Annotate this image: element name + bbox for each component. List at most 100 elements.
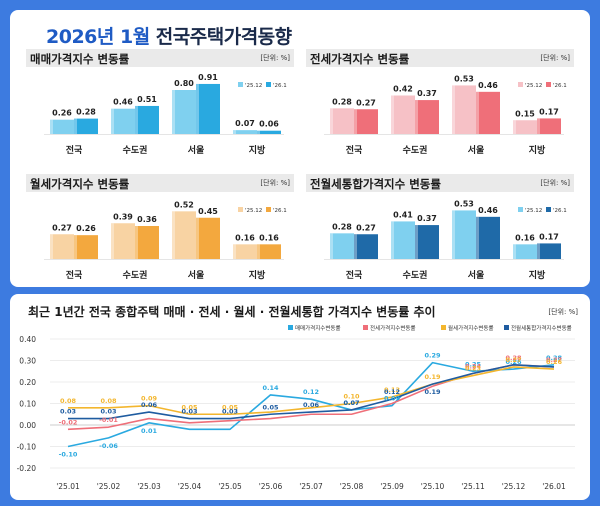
bar-value-label: 0.91 xyxy=(198,73,218,82)
x-tick-label: '25.06 xyxy=(259,482,283,491)
bar-value-label: 0.27 xyxy=(52,223,72,232)
bar xyxy=(537,243,561,259)
bar xyxy=(50,119,74,134)
legend-swatch xyxy=(546,207,551,212)
bar-highlight xyxy=(257,244,260,259)
category-label: 전국 xyxy=(346,144,363,156)
legend-label: 전월세통합가격지수변동률 xyxy=(511,324,572,332)
bar-highlight xyxy=(330,233,333,259)
bar xyxy=(74,118,98,134)
y-tick-label: -0.20 xyxy=(17,464,37,473)
legend-label: 매매가격지수변동률 xyxy=(295,324,341,332)
jeonse-price-bar-chart: '25.12 '26.1 0.28 0.27 전국 0.42 0.37 수도권 0.53 0.46… xyxy=(324,74,567,156)
y-tick-label: 0.30 xyxy=(19,357,36,366)
data-label: 0.19 xyxy=(424,373,441,381)
bar xyxy=(354,109,378,134)
legend-label: 월세가격지수변동률 xyxy=(448,324,494,332)
data-label: 0.27 xyxy=(505,356,521,364)
bar xyxy=(172,90,196,134)
data-label: 0.03 xyxy=(60,408,76,416)
title-text: 전국주택가격동향 xyxy=(149,26,292,48)
bar-value-label: 0.28 xyxy=(332,222,352,231)
y-tick-label: 0.40 xyxy=(19,335,36,344)
data-label: 0.03 xyxy=(100,408,116,416)
data-label: 0.12 xyxy=(384,388,400,396)
data-label: -0.02 xyxy=(59,418,78,426)
bar-value-label: 0.26 xyxy=(52,109,72,118)
panel-title: 월세가격지수 변동률 xyxy=(30,177,130,191)
panel-title: 매매가격지수 변동률 xyxy=(30,52,130,66)
x-tick-label: '25.11 xyxy=(461,482,485,491)
data-label: -0.06 xyxy=(99,442,118,450)
x-tick-label: '25.01 xyxy=(56,482,80,491)
bar xyxy=(111,223,135,259)
legend-label: '25.12 xyxy=(525,208,542,214)
bar xyxy=(74,235,98,259)
monthly-rent-panel: 월세가격지수 변동률 [단위: %] '25.12 '26.1 0.27 0.26 전국… xyxy=(26,174,294,282)
legend-swatch xyxy=(441,325,446,330)
legend-swatch xyxy=(266,82,271,87)
bar-value-label: 0.39 xyxy=(113,212,133,221)
y-tick-label: 0.20 xyxy=(19,378,36,387)
bar-value-label: 0.46 xyxy=(478,206,498,215)
data-label: 0.05 xyxy=(222,403,239,411)
data-label: 0.05 xyxy=(181,403,198,411)
bar-highlight xyxy=(172,90,175,134)
bar xyxy=(196,83,220,134)
x-tick-label: '25.09 xyxy=(380,482,404,491)
y-tick-label: 0.00 xyxy=(19,421,36,430)
x-tick-label: '25.10 xyxy=(421,482,445,491)
bar xyxy=(233,130,257,134)
bar-value-label: 0.16 xyxy=(235,233,255,242)
data-label: 0.07 xyxy=(343,399,359,407)
data-label: 0.27 xyxy=(546,356,562,364)
category-label: 전국 xyxy=(346,269,363,281)
legend-swatch xyxy=(288,325,293,330)
bar xyxy=(537,118,561,134)
data-label: 0.23 xyxy=(465,365,481,373)
bar-value-label: 0.51 xyxy=(137,95,157,104)
bar xyxy=(196,217,220,259)
bar-highlight xyxy=(391,95,394,134)
bar xyxy=(513,244,537,259)
bar xyxy=(354,234,378,259)
data-label: 0.06 xyxy=(141,401,158,409)
bar-value-label: 0.80 xyxy=(174,79,194,88)
combined-rent-panel: 전월세통합가격지수 변동률 [단위: %] '25.12 '26.1 0.28 0.2… xyxy=(306,174,574,282)
data-label: 0.19 xyxy=(424,388,441,396)
bar-value-label: 0.27 xyxy=(356,223,376,232)
category-label: 수도권 xyxy=(123,144,148,156)
bar-value-label: 0.27 xyxy=(356,98,376,107)
bar-value-label: 0.16 xyxy=(515,233,535,242)
bar xyxy=(391,221,415,259)
bar-highlight xyxy=(537,118,540,134)
bar xyxy=(111,108,135,134)
bar-highlight xyxy=(257,130,260,134)
legend-swatch xyxy=(238,207,243,212)
bar-highlight xyxy=(476,216,479,259)
bar-highlight xyxy=(513,120,516,134)
data-label: 0.08 xyxy=(60,397,77,405)
legend-swatch xyxy=(504,325,509,330)
bar-highlight xyxy=(415,100,418,134)
bar-value-label: 0.16 xyxy=(259,233,279,242)
bar xyxy=(257,130,281,134)
panel-title: 전세가격지수 변동률 xyxy=(310,52,410,66)
bar xyxy=(452,85,476,134)
panel-unit: [단위: %] xyxy=(260,54,290,62)
y-tick-label: -0.10 xyxy=(17,443,37,452)
legend-label: '26.1 xyxy=(273,208,287,214)
bar-highlight xyxy=(50,119,53,134)
bar-value-label: 0.53 xyxy=(454,199,474,208)
x-tick-label: '25.04 xyxy=(178,482,202,491)
title-date: 2026년 1월 xyxy=(46,26,150,48)
bar-value-label: 0.26 xyxy=(76,224,96,233)
panel-unit: [단위: %] xyxy=(540,179,570,187)
legend-label: '26.1 xyxy=(273,83,287,89)
data-label: 0.09 xyxy=(384,395,401,403)
bar xyxy=(391,95,415,134)
bar-highlight xyxy=(196,217,199,259)
panel-header xyxy=(306,174,574,192)
bar-highlight xyxy=(452,85,455,134)
x-tick-label: '25.03 xyxy=(137,482,161,491)
